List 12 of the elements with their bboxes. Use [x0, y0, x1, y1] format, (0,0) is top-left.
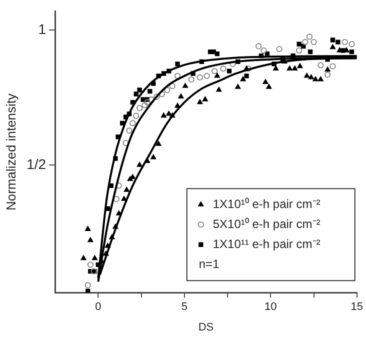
legend-label: 1X10¹¹ e-h pair cm⁻² — [212, 236, 320, 251]
x-tick-label: 5 — [181, 301, 188, 314]
legend-label: 1X10¹⁰ e-h pair cm⁻² — [212, 196, 320, 211]
x-axis-title: DS — [198, 321, 214, 334]
annotation: n=1 — [198, 256, 220, 271]
x-tick-label: 0 — [95, 301, 102, 314]
y-tick-label: 1/2 — [26, 156, 46, 172]
x-tick-label: 10 — [264, 301, 277, 314]
legend-label: 5X10¹⁰ e-h pair cm⁻² — [212, 216, 320, 231]
y-axis-title: Normalized intensity — [3, 92, 18, 211]
x-tick-label: 15 — [350, 301, 364, 314]
y-tick-label: 1 — [38, 20, 46, 37]
